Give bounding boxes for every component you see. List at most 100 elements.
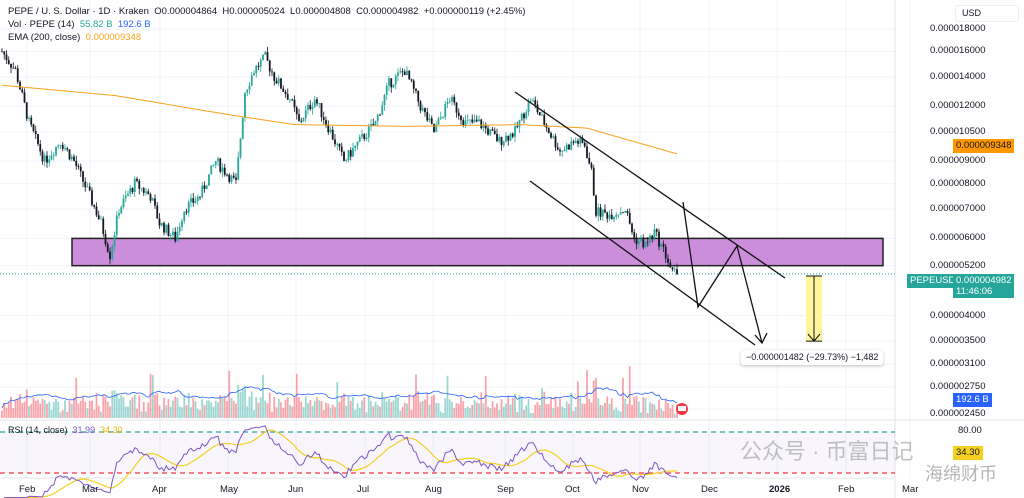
- time-tick: Jun: [288, 484, 304, 495]
- candle: [131, 188, 134, 192]
- volume-bar: [669, 408, 672, 418]
- volume-bar: [640, 412, 642, 418]
- volume-bar: [165, 405, 168, 418]
- volume-bar: [311, 405, 314, 418]
- volume-bar: [498, 409, 501, 418]
- price-tick: 0.000006000: [930, 232, 986, 244]
- volume-bar: [545, 404, 548, 418]
- candle: [604, 209, 606, 213]
- volume-bar: [453, 407, 456, 418]
- volume-bar: [615, 407, 618, 418]
- volume-bar: [473, 400, 476, 418]
- candle: [532, 100, 534, 101]
- volume-bar: [367, 395, 370, 418]
- candle: [140, 188, 143, 190]
- ohlc-low: L0.000004808: [290, 6, 351, 17]
- volume-bar: [572, 411, 575, 418]
- candle: [122, 198, 125, 208]
- volume-bar: [631, 405, 633, 418]
- volume-bar: [73, 397, 75, 418]
- candle: [595, 195, 597, 216]
- candle: [390, 78, 393, 88]
- candle: [570, 141, 573, 150]
- candle: [138, 180, 141, 189]
- volume-bar: [154, 394, 156, 418]
- volume-bar: [118, 398, 120, 418]
- volume-bar: [390, 402, 393, 418]
- volume-legend: Vol · PEPE (14) 55.82 B 192.6 B: [8, 19, 151, 31]
- volume-bar: [61, 410, 64, 418]
- candle: [516, 126, 519, 128]
- time-tick: Feb: [19, 484, 36, 495]
- rsi-label: RSI (14, close): [8, 425, 68, 435]
- volume-bar: [70, 403, 73, 418]
- candle: [120, 207, 123, 214]
- candle: [25, 102, 28, 119]
- volume-bar: [338, 401, 341, 418]
- candle: [437, 118, 440, 125]
- volume-bar: [176, 397, 179, 418]
- volume-bar: [327, 403, 330, 418]
- candle: [190, 198, 192, 203]
- candle: [583, 142, 586, 147]
- candle: [673, 269, 676, 271]
- candle: [496, 133, 498, 142]
- volume-bar: [406, 403, 408, 418]
- volume-bar: [221, 397, 224, 418]
- rsi-tag: 34.30: [953, 446, 983, 460]
- volume-bar: [496, 403, 498, 418]
- candle: [309, 104, 312, 110]
- volume-bar: [426, 393, 429, 418]
- candle: [500, 136, 503, 146]
- volume-bar: [399, 410, 402, 418]
- candle: [5, 54, 8, 61]
- volume-bar: [352, 396, 354, 418]
- volume-bar: [82, 396, 84, 418]
- candle: [365, 137, 368, 139]
- price-tick: 0.000007000: [930, 203, 986, 214]
- volume-bar: [430, 396, 433, 418]
- volume-bar: [448, 399, 451, 418]
- candle: [338, 143, 341, 147]
- candle: [336, 143, 339, 145]
- volume-bar: [590, 402, 593, 418]
- candle: [415, 88, 417, 91]
- volume-bar: [637, 401, 640, 418]
- volume-bar: [354, 409, 357, 418]
- volume-bar: [529, 412, 532, 418]
- volume-bar: [374, 401, 377, 418]
- candle: [658, 231, 660, 247]
- candle: [158, 218, 161, 226]
- volume-bar: [613, 409, 615, 418]
- candle: [667, 258, 669, 263]
- volume-bar: [259, 397, 262, 418]
- candle: [235, 177, 237, 180]
- volume-bar: [509, 404, 512, 418]
- candle: [383, 94, 386, 106]
- volume-bar: [19, 394, 21, 418]
- volume-bar: [194, 401, 197, 418]
- candle: [417, 90, 420, 102]
- ema-value: 0.000009348: [85, 32, 142, 43]
- candle: [320, 103, 323, 118]
- volume-bar: [516, 412, 519, 418]
- currency-button[interactable]: USD: [955, 5, 1019, 22]
- volume-bar: [644, 397, 647, 418]
- volume-bar: [48, 401, 51, 418]
- volume-bar: [345, 405, 348, 418]
- candle: [111, 246, 114, 260]
- candle: [453, 96, 456, 103]
- candle: [509, 133, 512, 141]
- candle: [28, 117, 30, 119]
- volume-bar: [214, 400, 217, 418]
- volume-bar: [277, 398, 280, 418]
- ema-label: EMA (200, close): [8, 32, 81, 43]
- volume-bar: [325, 402, 327, 418]
- symbol-tag: PEPEUSD: [907, 274, 959, 288]
- candle: [295, 107, 298, 115]
- volume-bar: [23, 401, 26, 418]
- volume-bar: [12, 408, 15, 418]
- volume-bar: [601, 405, 604, 418]
- candle: [7, 60, 10, 64]
